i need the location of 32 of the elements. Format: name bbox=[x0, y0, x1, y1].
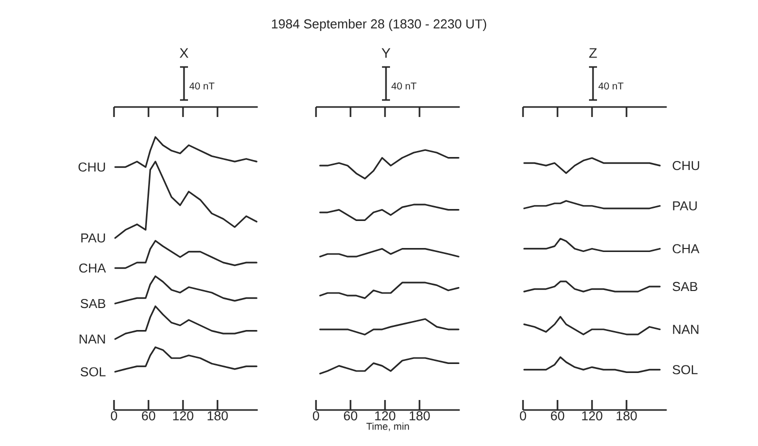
text: 1984 September 28 (1830 - 2230 UT) bbox=[272, 18, 486, 32]
series-label: SAB bbox=[80, 298, 106, 308]
chart-title: Y bbox=[382, 48, 390, 58]
x-tick-label: 0 bbox=[520, 411, 526, 420]
x-tick-label: 0 bbox=[312, 411, 320, 420]
x-tick-label: 120 bbox=[582, 411, 602, 420]
x-tick-label: 60 bbox=[142, 411, 156, 420]
series-label: PAU bbox=[81, 234, 105, 243]
text: 40 nT bbox=[598, 82, 624, 90]
text: 40 nT bbox=[391, 82, 416, 90]
series-label: CHA bbox=[79, 263, 106, 273]
x-tick-label: 120 bbox=[375, 411, 396, 420]
series-label: SAB bbox=[672, 282, 698, 292]
series-label: SOL bbox=[672, 365, 698, 374]
x-tick-label: 180 bbox=[410, 411, 430, 420]
x-tick-label: 180 bbox=[616, 411, 637, 420]
series-label: NAN bbox=[673, 324, 698, 334]
text: 40 nT bbox=[189, 82, 214, 90]
chart-title: X bbox=[180, 48, 188, 58]
series-label: CHU bbox=[78, 162, 105, 172]
series-label: CHA bbox=[672, 244, 700, 254]
series-label: CHU bbox=[672, 160, 700, 170]
chart-title: Z bbox=[589, 48, 597, 58]
series-label: PAU bbox=[673, 201, 697, 210]
series-label: NAN bbox=[80, 334, 105, 344]
x-tick-label: 60 bbox=[550, 411, 564, 420]
x-tick-label: 180 bbox=[208, 411, 228, 420]
x-tick-label: 60 bbox=[344, 411, 358, 420]
x-tick-label: 0 bbox=[110, 411, 118, 420]
series-label: SOL bbox=[80, 367, 106, 376]
x-tick-label: 120 bbox=[173, 411, 194, 420]
x-axis-title: Time, min bbox=[366, 422, 409, 432]
